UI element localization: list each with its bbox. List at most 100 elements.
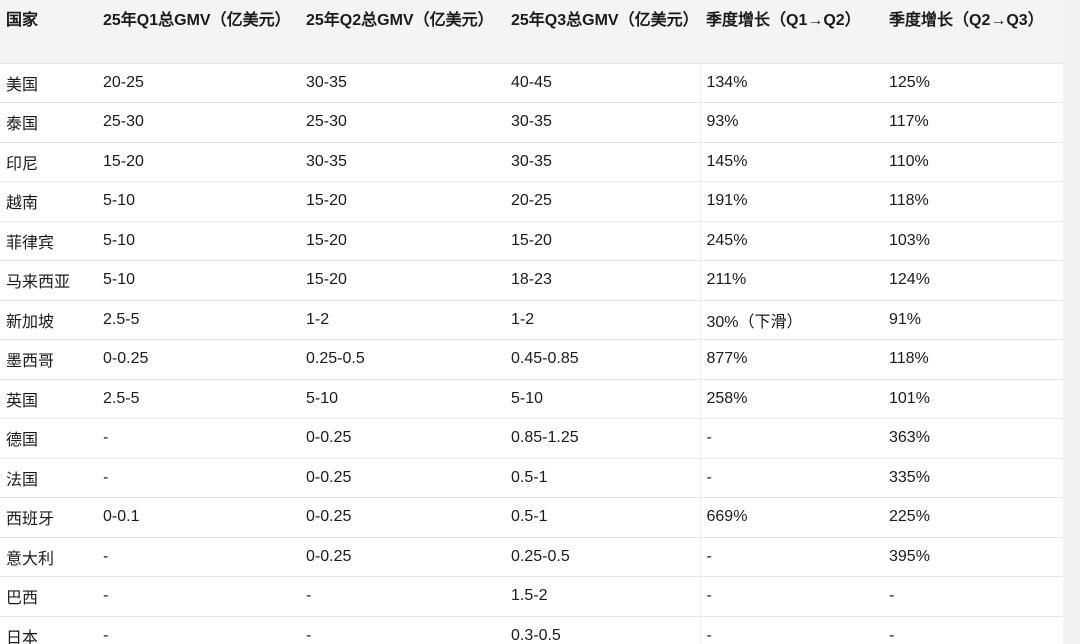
table-cell: 意大利 (0, 536, 97, 577)
table-row: 马来西亚 5-10 15-20 18-23 211% 124% (0, 260, 1063, 300)
table-cell: 5-10 (300, 378, 505, 419)
table-cell: - (97, 536, 300, 577)
header-cell: 25年Q1总GMV（亿美元） (97, 0, 300, 63)
table-cell: 118% (883, 339, 1063, 379)
table-cell: 泰国 (0, 102, 97, 142)
table-cell: 0.85-1.25 (505, 418, 700, 458)
table-cell: 101% (883, 378, 1063, 419)
table-cell: 1.5-2 (505, 576, 700, 616)
table-cell: 2.5-5 (97, 299, 300, 340)
table-row: 美国 20-25 30-35 40-45 134% 125% (0, 62, 1063, 103)
table-cell: 18-23 (505, 260, 700, 300)
table-cell: 15-20 (300, 220, 505, 261)
table-cell: - (699, 576, 883, 616)
table-cell: - (699, 457, 883, 498)
table-cell: 103% (883, 220, 1063, 261)
table-cell: 5-10 (505, 378, 700, 419)
header-cell: 季度增长（Q2→Q3） (883, 0, 1063, 63)
table-cell: 191% (699, 181, 883, 221)
table-cell: 美国 (0, 62, 97, 103)
table-cell: 0-0.25 (300, 457, 505, 498)
table-cell: 30-35 (300, 141, 505, 182)
table-row: 越南 5-10 15-20 20-25 191% 118% (0, 181, 1063, 221)
table-cell: 211% (699, 260, 883, 300)
table-cell: 5-10 (97, 181, 300, 221)
table-cell: 0.25-0.5 (505, 536, 700, 577)
table-cell: 0-0.25 (300, 497, 505, 537)
table-cell: 30%（下滑） (699, 299, 883, 340)
table-cell: 40-45 (505, 62, 700, 103)
table-cell: 0-0.25 (97, 339, 300, 379)
table-cell: 25-30 (300, 102, 505, 142)
table-cell: 马来西亚 (0, 260, 97, 300)
table-cell: 335% (883, 457, 1063, 498)
table-cell: 877% (699, 339, 883, 379)
table-cell: 20-25 (505, 181, 700, 221)
table-cell: 91% (883, 299, 1063, 340)
table-cell: 0.25-0.5 (300, 339, 505, 379)
table-cell: 245% (699, 220, 883, 261)
table-cell: 117% (883, 102, 1063, 142)
table-cell: 越南 (0, 181, 97, 221)
table-cell: 15-20 (300, 181, 505, 221)
table-cell: 258% (699, 378, 883, 419)
table-cell: 德国 (0, 418, 97, 458)
table-cell: - (883, 615, 1063, 644)
table-cell: 墨西哥 (0, 339, 97, 379)
table-cell: 15-20 (505, 220, 700, 261)
table-cell: - (97, 576, 300, 616)
table-cell: 1-2 (300, 299, 505, 340)
table-row: 菲律宾 5-10 15-20 15-20 245% 103% (0, 220, 1063, 261)
table-cell: 124% (883, 260, 1063, 300)
table-row: 日本 - -0.3-0.5- - (0, 615, 1063, 644)
table-cell: 新加坡 (0, 299, 97, 340)
table-cell: 363% (883, 418, 1063, 458)
table-cell: 395% (883, 536, 1063, 577)
header-cell: 25年Q3总GMV（亿美元） (505, 0, 700, 63)
table-cell: 菲律宾 (0, 220, 97, 261)
header-cell: 25年Q2总GMV（亿美元） (300, 0, 505, 63)
table-body: 美国 20-25 30-35 40-45 134% 125% 泰国 25-30 25-30 30-… (0, 62, 1063, 644)
table-cell: - (883, 576, 1063, 616)
table-cell: 30-35 (505, 102, 700, 142)
table-row: 印尼 15-20 30-35 30-35 145% 110% (0, 141, 1063, 182)
table-row: 德国 -0-0.25 0.85-1.25-363% (0, 418, 1063, 458)
table-cell: 0.5-1 (505, 457, 700, 498)
table-cell: 30-35 (300, 62, 505, 103)
table-cell: 15-20 (97, 141, 300, 182)
table-row: 新加坡 2.5-5 1-2 1-2 30%（下滑） 91% (0, 299, 1063, 340)
table-cell: 1-2 (505, 299, 700, 340)
table-cell: - (97, 418, 300, 458)
table-cell: 巴西 (0, 576, 97, 616)
table-cell: 西班牙 (0, 497, 97, 537)
table-cell: - (699, 536, 883, 577)
table-cell: 0.5-1 (505, 497, 700, 537)
table-cell: - (97, 615, 300, 644)
table-cell: 110% (883, 141, 1063, 182)
table-cell: 0.45-0.85 (505, 339, 700, 379)
scroll-strip (1063, 0, 1080, 644)
table-cell: 0.3-0.5 (505, 615, 700, 644)
table-cell: 0-0.25 (300, 536, 505, 577)
table-cell: 30-35 (505, 141, 700, 182)
table-cell: 145% (699, 141, 883, 182)
table-cell: 25-30 (97, 102, 300, 142)
table-cell: 93% (699, 102, 883, 142)
table-row: 英国 2.5-5 5-10 5-10 258% 101% (0, 378, 1063, 419)
header-row: 国家 25年Q1总GMV（亿美元） 25年Q2总GMV（亿美元） 25年Q3总GMV（… (0, 0, 1063, 63)
table-cell: 法国 (0, 457, 97, 498)
table-cell: 2.5-5 (97, 378, 300, 419)
table-cell: 225% (883, 497, 1063, 537)
table-cell: 英国 (0, 378, 97, 419)
table-row: 意大利 -0-0.25 0.25-0.5-395% (0, 536, 1063, 577)
table-cell: 日本 (0, 615, 97, 644)
table-row: 墨西哥 0-0.25 0.25-0.5 0.45-0.85 877% 118% (0, 339, 1063, 379)
table-cell: - (97, 457, 300, 498)
header-cell: 季度增长（Q1→Q2） (700, 0, 883, 63)
table-cell: 0-0.25 (300, 418, 505, 458)
table-cell: 5-10 (97, 220, 300, 261)
table-cell: 125% (883, 62, 1063, 103)
table-cell: 669% (699, 497, 883, 537)
table-row: 巴西 - -1.5-2- - (0, 576, 1063, 616)
